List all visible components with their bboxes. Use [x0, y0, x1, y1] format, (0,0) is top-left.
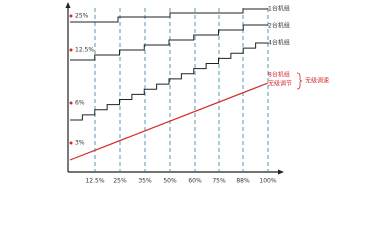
- x-label: 50%: [163, 178, 177, 185]
- x-label: 60%: [188, 178, 202, 185]
- line-label: 无级调节: [268, 80, 292, 88]
- level-label: 12.5%: [75, 47, 94, 54]
- bracket-label: 无级调速: [305, 77, 329, 85]
- level-label: 6%: [75, 100, 85, 107]
- marker: [69, 14, 73, 18]
- x-label: 100%: [259, 178, 276, 185]
- y-arrow: [65, 2, 71, 8]
- line-label: 8台机组: [268, 71, 290, 79]
- grid: [94, 8, 269, 172]
- x-label: 88%: [236, 178, 250, 185]
- step-line: [70, 8, 268, 23]
- marker: [69, 48, 73, 52]
- stepless-line: [69, 82, 269, 161]
- x-arrow: [278, 169, 284, 175]
- bracket: [296, 72, 303, 90]
- level-label: 25%: [75, 13, 89, 20]
- step-line: [70, 24, 268, 61]
- marker: [69, 141, 73, 145]
- x-label: 25%: [113, 178, 127, 185]
- step-lines: [70, 8, 268, 121]
- line-label: 2台机组: [268, 22, 290, 30]
- step-line: [70, 42, 268, 121]
- diagram: 无级调速 1台机组 2台机组 4台机组 8台机组 无级调节 25% 12.5% …: [65, 2, 329, 185]
- x-label: 35%: [138, 178, 152, 185]
- line-label: 1台机组: [268, 5, 290, 13]
- marker: [69, 101, 73, 105]
- x-label: 12.5%: [85, 178, 104, 185]
- x-label: 75%: [212, 178, 226, 185]
- line-label: 4台机组: [268, 39, 290, 47]
- level-label: 3%: [75, 140, 85, 147]
- level-markers: [69, 14, 73, 145]
